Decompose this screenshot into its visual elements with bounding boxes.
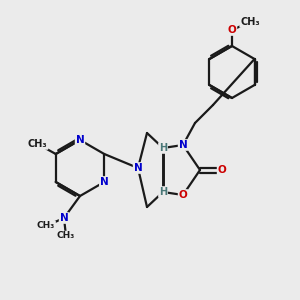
Text: O: O <box>218 165 226 175</box>
Text: O: O <box>228 25 236 35</box>
Text: CH₃: CH₃ <box>240 17 260 27</box>
Text: O: O <box>178 190 188 200</box>
Text: N: N <box>60 213 68 223</box>
Text: CH₃: CH₃ <box>57 232 75 241</box>
Text: H: H <box>159 143 167 153</box>
Text: N: N <box>76 135 84 145</box>
Text: CH₃: CH₃ <box>37 221 55 230</box>
Text: N: N <box>178 140 188 150</box>
Text: N: N <box>100 177 109 187</box>
Text: N: N <box>134 163 142 173</box>
Text: H: H <box>159 187 167 197</box>
Text: CH₃: CH₃ <box>28 139 48 149</box>
